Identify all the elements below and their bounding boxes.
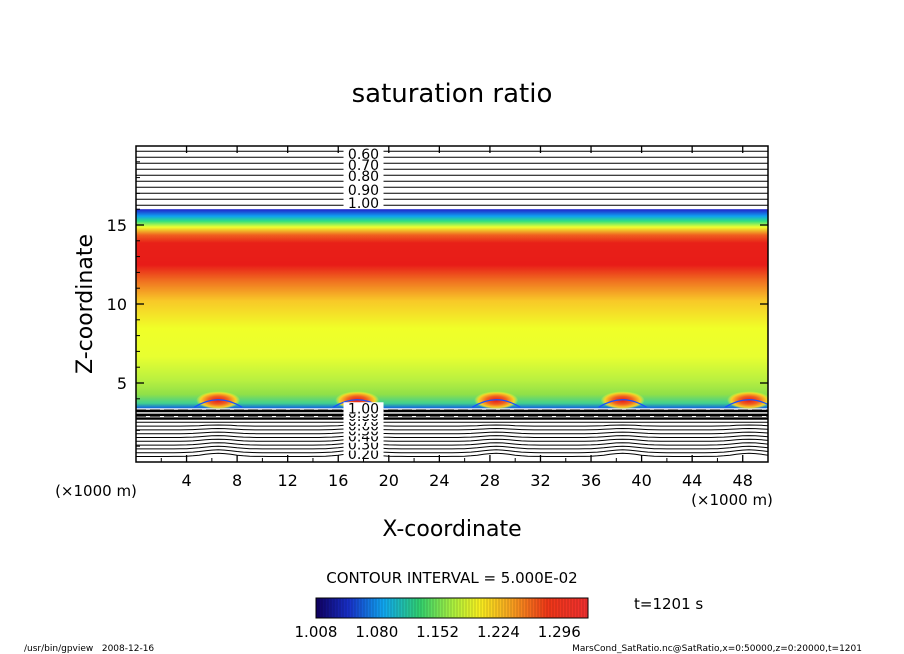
colorbar-tick-label: 1.296	[538, 623, 581, 641]
chart-title: saturation ratio	[352, 79, 553, 109]
colorbar	[315, 597, 589, 619]
contour-line	[136, 435, 768, 438]
contour-line	[136, 445, 768, 450]
upper-contour-label: 0.90	[348, 183, 379, 199]
plume-contour	[193, 399, 243, 408]
upper-contour-label: 0.60	[348, 147, 379, 163]
contour-line	[136, 431, 768, 435]
upper-contour-label-bg	[343, 170, 384, 183]
x-axis-unit: (×1000 m)	[691, 491, 773, 509]
x-tick-label: 4	[181, 471, 191, 490]
colorbar-ticks: 1.008 1.080 1.152 1.224 1.296	[295, 623, 581, 641]
colorbar-tick-label: 1.152	[416, 623, 459, 641]
contour-line	[136, 427, 768, 431]
colorbar-tick-label: 1.080	[355, 623, 398, 641]
colorbar-stripes	[318, 599, 587, 617]
plot-area	[136, 146, 768, 462]
upper-contour-label: 0.70	[348, 158, 379, 174]
y-tick-label: 15	[107, 216, 127, 235]
upper-contour-label-bg	[343, 184, 384, 197]
x-tick-label: 16	[328, 471, 348, 490]
x-tick-label: 20	[379, 471, 399, 490]
y-tick-label: 10	[107, 295, 127, 314]
lower-contour-label: 0.20	[348, 447, 379, 463]
footer-right: MarsCond_SatRatio.nc@SatRatio,x=0:50000,…	[572, 644, 862, 654]
upper-contour-label: 1.00	[348, 196, 379, 212]
upper-contour-label: 0.80	[348, 169, 379, 185]
x-tick-label: 28	[480, 471, 500, 490]
plume-contour	[598, 399, 647, 408]
contour-interval-label: CONTOUR INTERVAL = 5.000E-02	[326, 569, 577, 587]
x-tick-label: 44	[682, 471, 702, 490]
time-label: t=1201 s	[634, 595, 703, 613]
contour-line	[136, 442, 768, 446]
y-axis-unit: (×1000 m)	[55, 482, 137, 500]
upper-contour-label-bg	[343, 158, 384, 171]
colorbar-tick-label: 1.008	[295, 623, 338, 641]
contour-lines	[136, 150, 768, 457]
x-tick-label: 36	[581, 471, 601, 490]
contour-line	[136, 438, 768, 442]
lower-contour-label-bg	[343, 448, 384, 461]
x-tick-label: 8	[232, 471, 242, 490]
upper-contour-label-bg	[343, 147, 384, 160]
upper-contour-label-bg	[343, 196, 384, 209]
lower-contour-label: 1.00	[348, 401, 379, 417]
colorbar-tick-label: 1.224	[477, 623, 520, 641]
plume-contour	[724, 399, 768, 408]
contour-line	[136, 424, 768, 427]
contour-line	[136, 452, 768, 457]
x-tick-label: 24	[429, 471, 449, 490]
lower-contour-label-bg	[343, 402, 384, 415]
x-tick-label: 12	[278, 471, 298, 490]
x-tick-label: 48	[733, 471, 753, 490]
footer-left: /usr/bin/gpview 2008-12-16	[24, 644, 154, 654]
x-axis-title: X-coordinate	[382, 517, 521, 542]
x-axis: 4 8 12 16 20 24 28 32 36 40 44 48	[160, 146, 753, 490]
x-tick-label: 32	[530, 471, 550, 490]
saturation-field	[136, 209, 768, 409]
y-axis: 5 10 15	[107, 161, 768, 447]
x-tick-label: 40	[631, 471, 651, 490]
plume-contour	[471, 399, 521, 408]
contour-line	[136, 449, 768, 454]
plume-group	[193, 391, 768, 410]
y-tick-label: 5	[117, 374, 127, 393]
contour-labels: 0.600.700.800.901.000.200.300.400.500.60…	[343, 147, 384, 463]
y-axis-title: Z-coordinate	[73, 234, 98, 374]
